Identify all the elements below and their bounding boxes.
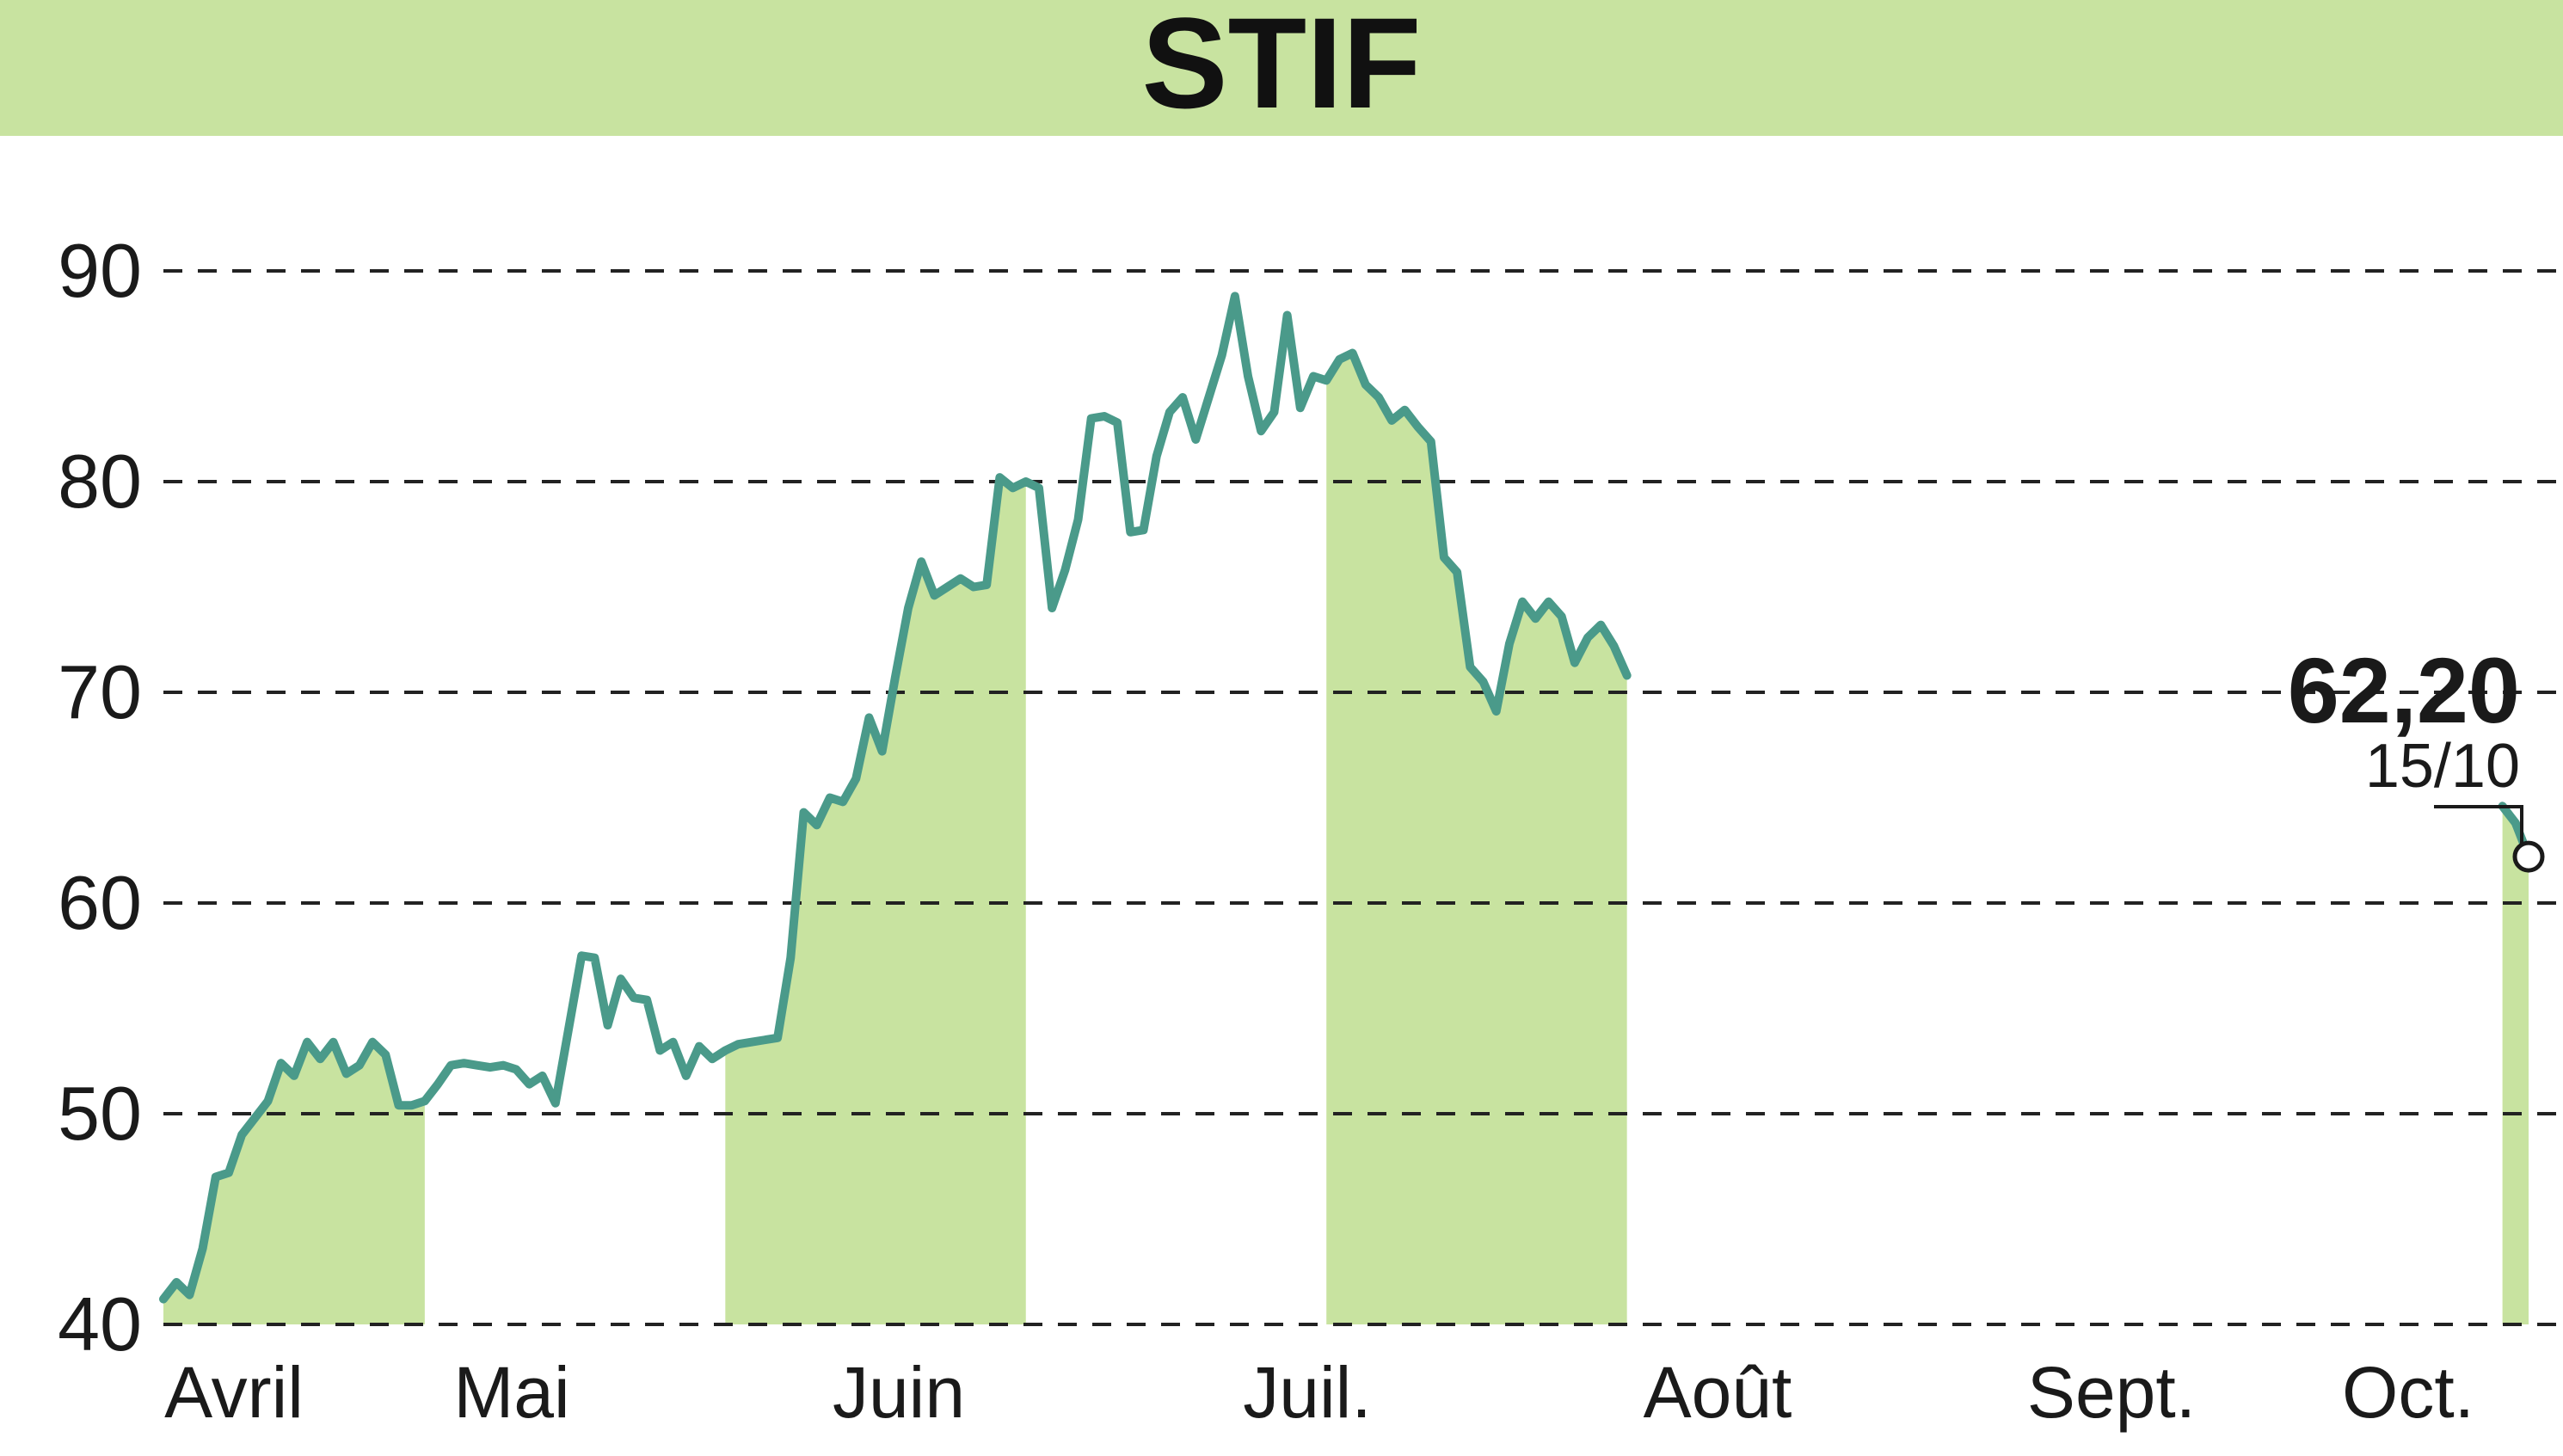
x-month-label: Sept. (2027, 1352, 2196, 1433)
x-month-label: Juil. (1243, 1352, 1371, 1433)
month-fill-0 (163, 1041, 425, 1324)
x-month-label: Juin (833, 1352, 965, 1433)
last-point-marker (2512, 840, 2545, 873)
x-month-label: Mai (453, 1352, 569, 1433)
month-fill-6 (2502, 806, 2529, 1324)
gridlines (163, 269, 2563, 1326)
y-tick-label: 60 (58, 860, 142, 945)
x-month-labels: Avril Mai Juin Juil. Août Sept. Oct. (164, 1352, 2474, 1433)
last-date-label: 15/10 (2365, 732, 2520, 801)
month-fills (163, 353, 2529, 1324)
x-month-label: Avril (164, 1352, 304, 1433)
x-month-label: Août (1644, 1352, 1792, 1433)
last-value-callout: 62,20 15/10 (2288, 638, 2545, 873)
y-tick-label: 80 (58, 439, 142, 524)
title-band (0, 0, 2563, 136)
y-tick-labels: 40 50 60 70 80 90 (58, 228, 142, 1367)
last-value-label: 62,20 (2288, 638, 2520, 742)
month-fill-2 (725, 477, 1026, 1324)
chart-title: STIF (1142, 0, 1422, 135)
y-tick-label: 70 (58, 649, 142, 734)
y-tick-label: 50 (58, 1071, 142, 1156)
y-tick-label: 90 (58, 228, 142, 313)
last-value-leader (2434, 805, 2523, 853)
x-month-label: Oct. (2342, 1352, 2474, 1433)
price-line-segment (159, 292, 1632, 1304)
month-fill-4 (1326, 353, 1627, 1324)
y-tick-label: 40 (58, 1281, 142, 1367)
